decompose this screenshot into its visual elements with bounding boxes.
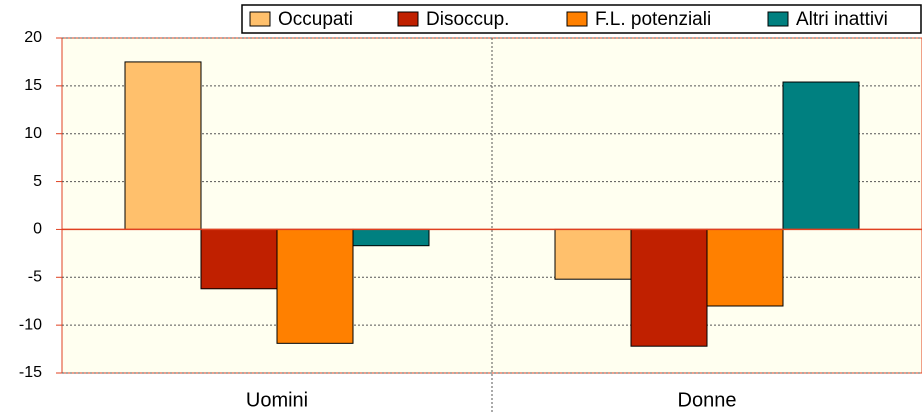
bar — [200, 228, 278, 290]
legend-swatch — [767, 11, 789, 27]
bar — [782, 81, 860, 230]
y-tick-label: 10 — [24, 125, 42, 142]
x-tick-label: Uomini — [246, 389, 308, 411]
legend-label: Occupati — [278, 9, 353, 30]
y-tick-label: -5 — [28, 269, 42, 286]
x-tick-label: Donne — [678, 389, 737, 411]
legend-label: Disoccup. — [426, 9, 509, 30]
bar — [352, 228, 430, 247]
y-tick-label: 20 — [24, 29, 42, 46]
legend-swatch — [397, 11, 419, 27]
bar — [276, 228, 354, 344]
y-tick-label: 15 — [24, 77, 42, 94]
legend-box — [241, 4, 922, 34]
y-tick-label: -10 — [19, 316, 42, 333]
y-tick-label: 5 — [33, 173, 42, 190]
legend-label: F.L. potenziali — [595, 9, 711, 30]
bar — [630, 228, 708, 347]
bar — [554, 228, 632, 280]
bar — [124, 61, 202, 230]
legend-swatch — [566, 11, 588, 27]
plot-area — [61, 37, 922, 374]
y-tick-label: -15 — [19, 364, 42, 381]
legend-label: Altri inattivi — [796, 9, 888, 30]
legend-swatch — [249, 11, 271, 27]
y-tick-label: 0 — [33, 221, 42, 238]
bar — [706, 228, 784, 307]
